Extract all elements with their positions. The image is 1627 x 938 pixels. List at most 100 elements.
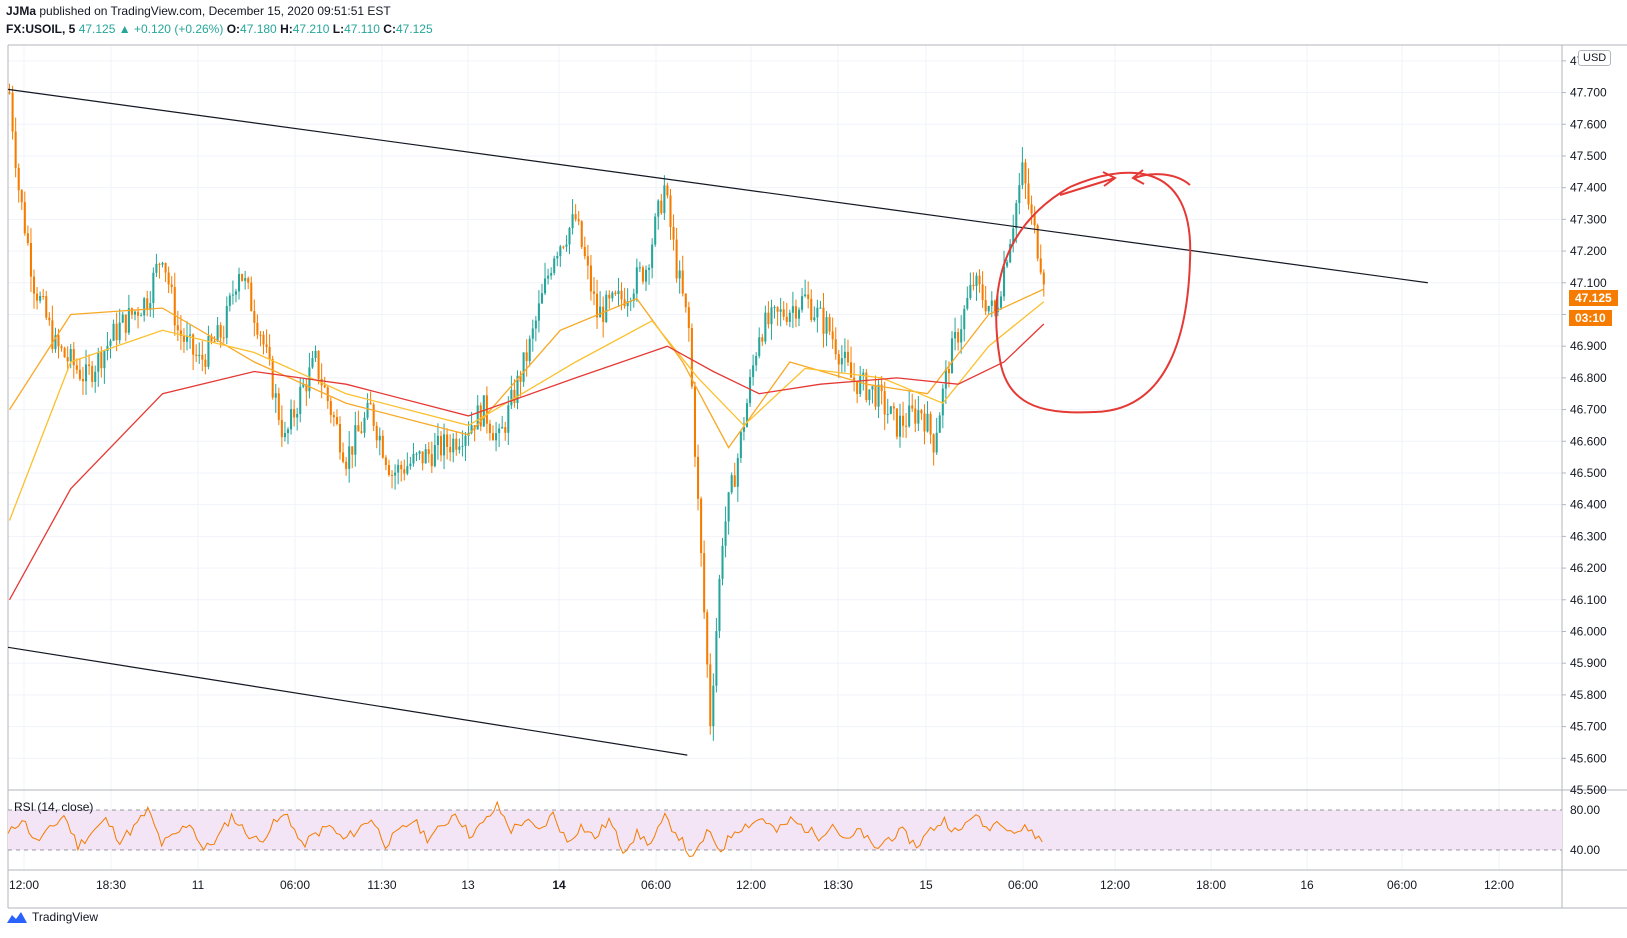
- candle-body: [1042, 272, 1045, 285]
- candle-body: [335, 417, 338, 425]
- price-tick-label: 46.300: [1570, 529, 1607, 543]
- candle-body: [488, 423, 491, 434]
- candle-body: [596, 293, 599, 318]
- candle-body: [638, 267, 641, 269]
- candle-body: [966, 297, 969, 309]
- candle-body: [158, 263, 161, 265]
- candle-body: [868, 389, 871, 401]
- candle-body: [195, 354, 198, 356]
- candle-body: [902, 415, 905, 426]
- candle-body: [840, 358, 843, 365]
- currency-label[interactable]: USD: [1578, 50, 1612, 66]
- candle-body: [715, 631, 718, 686]
- candle-body: [351, 446, 354, 455]
- candle-body: [57, 335, 60, 347]
- price-tick-label: 45.900: [1570, 656, 1607, 670]
- candle-body: [323, 385, 326, 388]
- candle-body: [773, 307, 776, 309]
- candle-body: [1039, 258, 1042, 273]
- candle-body: [274, 393, 277, 398]
- footer-brand[interactable]: TradingView: [6, 910, 98, 924]
- candle-body: [764, 312, 767, 342]
- time-tick-label: 16: [1300, 878, 1314, 892]
- candle-body: [329, 401, 332, 416]
- author-name[interactable]: JJMa: [6, 4, 37, 18]
- publish-info: JJMa published on TradingView.com, Decem…: [6, 4, 391, 18]
- time-tick-label: 12:00: [1100, 878, 1130, 892]
- candle-body: [905, 425, 908, 427]
- candle-body: [173, 287, 176, 326]
- candle-body: [1024, 162, 1027, 184]
- candle-body: [862, 372, 865, 377]
- candle-body: [140, 315, 143, 317]
- candle-body: [929, 413, 932, 435]
- candle-body: [155, 263, 158, 273]
- candle-body: [602, 306, 605, 323]
- candle-body: [198, 354, 201, 356]
- candle-body: [972, 284, 975, 287]
- price-tick-label: 45.500: [1570, 783, 1607, 797]
- candle-body: [684, 293, 687, 308]
- candle-body: [124, 314, 127, 333]
- candle-body: [72, 349, 75, 366]
- candle-body: [810, 298, 813, 321]
- candle-body: [262, 334, 265, 345]
- candle-body: [290, 409, 293, 430]
- candle-body: [85, 364, 88, 382]
- low-value: 47.110: [344, 22, 380, 36]
- candle-body: [476, 405, 479, 430]
- candle-body: [895, 408, 898, 437]
- candle-body: [880, 384, 883, 392]
- candle-body: [88, 364, 91, 367]
- symbol-label[interactable]: FX:USOIL, 5: [6, 22, 76, 36]
- candle-body: [632, 293, 635, 301]
- high-label: H:: [280, 22, 293, 36]
- candle-body: [920, 410, 923, 414]
- candle-body: [1012, 228, 1015, 245]
- open-value: 47.180: [240, 22, 277, 36]
- time-tick-label: 15: [919, 878, 933, 892]
- candle-body: [185, 335, 189, 342]
- candle-body: [978, 275, 981, 285]
- price-tick-label: 47.100: [1570, 276, 1607, 290]
- rsi-label[interactable]: RSI (14, close): [14, 800, 94, 814]
- candle-body: [758, 337, 761, 357]
- close-value: 47.125: [395, 22, 433, 36]
- candle-body: [293, 409, 296, 418]
- candle-body: [228, 295, 231, 307]
- candle-body: [265, 344, 268, 348]
- candle-body: [391, 474, 394, 476]
- candle-body: [957, 332, 960, 343]
- time-axis: 12:00 18:30 11 06:00 11:30 13 14 06:00 12:00 18:3…: [9, 878, 1514, 892]
- candle-body: [1009, 244, 1012, 263]
- candle-body: [700, 498, 703, 554]
- candle-body: [635, 267, 638, 294]
- candle-body: [302, 384, 305, 387]
- candle-body: [724, 521, 727, 546]
- candle-body: [103, 351, 106, 369]
- candle-body: [118, 322, 121, 341]
- candle-body: [231, 294, 234, 296]
- price-tick-label: 45.600: [1570, 751, 1607, 765]
- candle-body: [259, 334, 262, 336]
- candle-body: [522, 352, 525, 382]
- candle-body: [534, 320, 537, 329]
- candle-body: [127, 308, 130, 333]
- candle-body: [470, 425, 473, 433]
- candle-body: [412, 453, 415, 464]
- candle-body: [709, 664, 712, 727]
- open-label: O:: [226, 22, 241, 36]
- candle-body: [143, 298, 146, 316]
- candle-body: [225, 306, 228, 338]
- candle-body: [48, 317, 51, 321]
- candle-body: [886, 413, 889, 415]
- candle-body: [305, 384, 308, 392]
- candle-body: [97, 352, 100, 372]
- candle-body: [299, 386, 302, 414]
- candle-body: [1015, 203, 1018, 229]
- candle-body: [42, 295, 45, 297]
- candle-body: [923, 413, 926, 432]
- candle-body: [394, 472, 397, 476]
- candle-body: [993, 300, 996, 312]
